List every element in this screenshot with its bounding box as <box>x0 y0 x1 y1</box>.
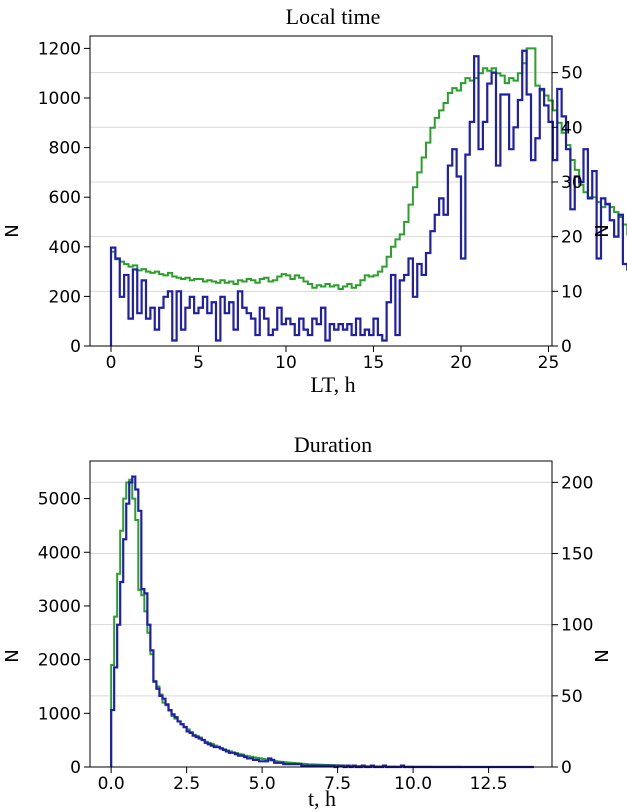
x-tick-label: 2.5 <box>173 774 200 794</box>
y-axis-label-left: N <box>2 649 23 662</box>
y-tick-label-right: 40 <box>561 118 583 138</box>
y-tick-label-right: 30 <box>561 173 583 193</box>
x-tick-label: 7.5 <box>324 774 351 794</box>
plot-frame <box>89 460 553 768</box>
y-tick-label-left: 400 <box>49 238 81 258</box>
y-tick-label-right: 0 <box>561 758 572 778</box>
y-tick-label-left: 0 <box>70 337 81 357</box>
x-tick-label: 0 <box>106 353 117 373</box>
x-tick-label: 12.5 <box>470 774 508 794</box>
x-tick-label: 15 <box>363 353 385 373</box>
y-tick-label-left: 2000 <box>38 651 81 671</box>
y-tick-label-right: 200 <box>561 473 593 493</box>
y-tick-label-left: 1000 <box>38 704 81 724</box>
y-tick-label-left: 200 <box>49 287 81 307</box>
series-left-axis-histogram <box>110 478 529 768</box>
chart-duration: Duration 0.0 2.5 5.0 7.5 10.0 12.501000200030… <box>2 432 613 811</box>
chart-title: Local time <box>286 4 381 29</box>
y-tick-label-left: 3000 <box>38 597 81 617</box>
x-tick-label: 5 <box>193 353 204 373</box>
series-right-axis-histogram <box>110 475 534 769</box>
chart-local-time: Local time 0 5 10 15 20 250200400600800100012… <box>2 4 627 397</box>
y-axis-label-right: N <box>592 649 613 662</box>
chart-title: Duration <box>294 432 372 457</box>
y-tick-label-left: 0 <box>70 758 81 778</box>
x-tick-label: 20 <box>450 353 472 373</box>
series-left-axis-histogram <box>110 47 627 346</box>
y-tick-label-right: 0 <box>561 337 572 357</box>
y-tick-label-right: 100 <box>561 616 593 636</box>
x-axis-label: LT, h <box>310 372 355 397</box>
y-tick-label-right: 150 <box>561 545 593 565</box>
y-tick-label-right: 50 <box>561 687 583 707</box>
x-tick-label: 25 <box>538 353 560 373</box>
y-tick-label-right: 50 <box>561 64 583 84</box>
y-tick-label-left: 4000 <box>38 543 81 563</box>
y-axis-label-right: N <box>592 224 613 237</box>
y-tick-label-right: 10 <box>561 282 583 302</box>
y-tick-label-left: 5000 <box>38 490 81 510</box>
y-tick-label-left: 1200 <box>38 39 81 59</box>
x-tick-label: 0.0 <box>98 774 125 794</box>
x-tick-label: 5.0 <box>249 774 276 794</box>
y-tick-label-left: 1000 <box>38 89 81 109</box>
x-axis-label: t, h <box>308 786 336 811</box>
y-axis-label-left: N <box>2 224 23 237</box>
x-tick-label: 10 <box>275 353 297 373</box>
x-tick-label: 10.0 <box>394 774 432 794</box>
series-right-axis-histogram <box>109 49 627 346</box>
y-tick-label-right: 20 <box>561 228 583 248</box>
y-tick-label-left: 600 <box>49 188 81 208</box>
plot-frame <box>89 35 553 347</box>
y-tick-label-left: 800 <box>49 139 81 159</box>
